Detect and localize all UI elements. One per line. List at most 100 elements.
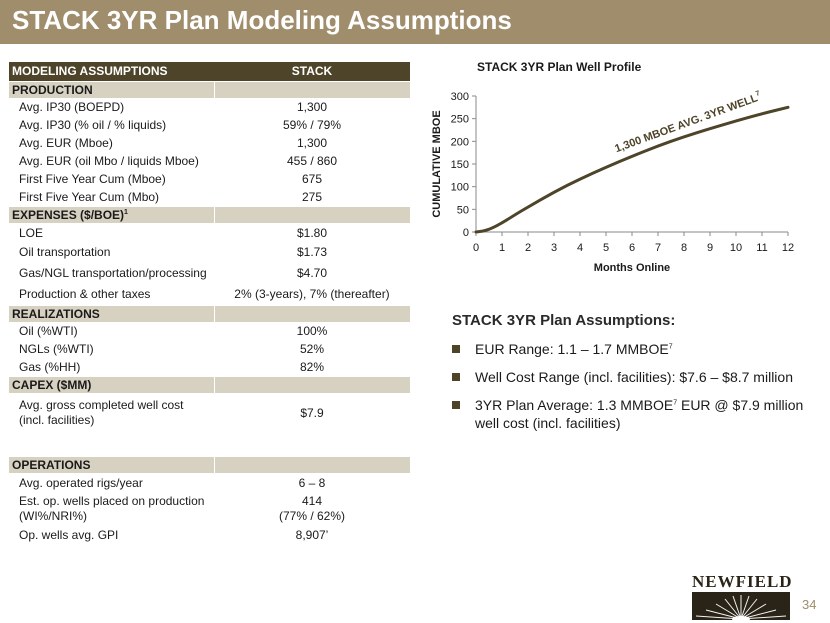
bullet-text: 3YR Plan Average: 1.3 MMBOE [475,397,674,413]
list-item: 3YR Plan Average: 1.3 MMBOE7 EUR @ $7.9 … [452,396,822,432]
section-expenses: EXPENSES ($/BOE)1 [9,205,410,223]
row-value: 675 [301,172,323,186]
table-row: First Five Year Cum (Mbo) 275 [9,188,410,206]
row-label: Oil (%WTI) [19,324,78,338]
table-row: Est. op. wells placed on production (WI%… [9,493,410,525]
row-value: $1.80 [296,225,328,240]
row-label: LOE [19,225,44,240]
plan-assumptions-list: EUR Range: 1.1 – 1.7 MMBOE7 Well Cost Ra… [452,340,822,442]
list-item: Well Cost Range (incl. facilities): $7.6… [452,368,822,386]
section-label: PRODUCTION [9,80,214,98]
section-production: PRODUCTION [9,80,410,98]
row-value: 82% [299,359,325,374]
table-row: Gas (%HH) 82% [9,358,410,376]
footnote-marker: 1 [124,208,128,216]
section-capex: CAPEX ($MM) [9,375,410,393]
bullet-text: Well Cost Range (incl. facilities): $7.6… [475,369,793,385]
y-tick-label: 200 [451,136,469,148]
row-label: Gas/NGL transportation/processing [19,265,207,280]
x-tick-label: 5 [603,242,609,254]
bullet-text: EUR Range: 1.1 – 1.7 MMBOE [475,341,669,357]
x-tick-label: 1 [499,242,505,254]
section-label-text: EXPENSES ($/BOE) [12,207,125,222]
row-label: Avg. EUR (oil Mbo / liquids Mboe) [19,154,199,168]
y-tick-label: 0 [463,227,469,239]
table-row: Oil transportation $1.73 [9,242,410,261]
row-value: 275 [301,189,323,204]
series-label: 1,300 MBOE AVG. 3YR WELL7 [613,90,763,155]
table-row: Avg. operated rigs/year 6 – 8 [9,473,410,493]
y-axis-label: CUMULATIVE MBOE [431,110,443,217]
table-row: Production & other taxes 2% (3-years), 7%… [9,284,410,305]
series-line [474,105,790,234]
table-row: Avg. EUR (oil Mbo / liquids Mboe) 455 / 8… [9,152,410,170]
row-label: Avg. IP30 (% oil / % liquids) [19,118,167,132]
newfield-logo-text: NEWFIELD [692,572,793,591]
row-value: 6 – 8 [298,476,326,490]
row-value: 59% / 79% [282,118,342,132]
section-label: REALIZATIONS [9,304,214,322]
row-label: Op. wells avg. GPI [19,528,119,542]
x-tick-label: 11 [756,242,767,254]
row-label: First Five Year Cum (Mboe) [19,172,166,186]
footnote-marker: 7 [755,90,761,98]
x-tick-label: 6 [629,242,635,254]
x-tick-label: 7 [655,242,661,254]
row-value: 8,907’ [295,528,329,542]
bullet-text-tail: EUR @ $7.9 million well cost (incl. faci… [475,397,804,431]
row-label: Avg. operated rigs/year [19,476,143,490]
series-label-text: 1,300 MBOE AVG. 3YR WELL [613,92,759,155]
x-tick-label: 12 [782,242,794,254]
section-label: CAPEX ($MM) [9,375,214,393]
table-row: LOE $1.80 [9,223,410,242]
row-value: 1,300 [296,136,328,150]
row-label: Oil transportation [19,244,111,259]
row-label: Est. op. wells placed on production (WI%… [19,494,205,523]
row-value: $7.9 [300,406,324,420]
row-value: 2% (3-years), 7% (thereafter) [234,287,390,302]
section-realizations: REALIZATIONS [9,304,410,322]
list-item: EUR Range: 1.1 – 1.7 MMBOE7 [452,340,822,358]
x-tick-label: 9 [707,242,713,254]
y-tick-label: 150 [451,159,469,171]
x-tick-label: 2 [525,242,531,254]
table-row: Avg. IP30 (BOEPD) 1,300 [9,98,410,116]
table-row: Op. wells avg. GPI 8,907’ [9,525,410,545]
table-row: Oil (%WTI) 100% [9,322,410,340]
x-tick-label: 0 [473,242,479,254]
row-label: Gas (%HH) [19,359,81,374]
bullet-square-icon [452,373,460,381]
row-label: Production & other taxes [19,287,151,302]
modeling-assumptions-table: MODELING ASSUMPTIONS STACK PRODUCTION Av… [9,62,410,545]
plan-assumptions-title: STACK 3YR Plan Assumptions: [452,312,676,329]
table-row: First Five Year Cum (Mboe) 675 [9,170,410,188]
sunburst-logo-icon [692,592,790,620]
section-operations: OPERATIONS [9,455,410,473]
x-tick-label: 10 [730,242,742,254]
x-tick-label: 4 [577,242,583,254]
table-row: NGLs (%WTI) 52% [9,340,410,358]
y-tick-label: 250 [451,114,469,126]
row-label: Avg. EUR (Mboe) [19,136,113,150]
y-tick-label: 50 [457,204,469,216]
section-label: EXPENSES ($/BOE)1 [9,205,214,223]
bullet-square-icon [452,401,460,409]
row-value: 1,300 [296,100,328,114]
bullet-square-icon [452,345,460,353]
chart-title: STACK 3YR Plan Well Profile [477,60,642,74]
row-value: 455 / 860 [286,154,338,168]
y-tick-label: 300 [451,91,469,103]
row-label: Avg. gross completed well cost (incl. fa… [19,398,184,427]
table-row: Gas/NGL transportation/processing $4.70 [9,261,410,284]
x-tick-label: 8 [681,242,687,254]
footnote-marker: 7 [673,399,678,407]
page-number: 34 [802,597,817,612]
table-header-label: MODELING ASSUMPTIONS [9,62,214,81]
row-label: NGLs (%WTI) [19,342,94,356]
row-value: 414 [301,494,323,508]
table-row: Avg. IP30 (% oil / % liquids) 59% / 79% [9,116,410,134]
table-header-row: MODELING ASSUMPTIONS STACK [9,62,410,81]
row-label: Avg. IP30 (BOEPD) [19,100,125,114]
x-axis-label: Months Online [594,262,670,274]
